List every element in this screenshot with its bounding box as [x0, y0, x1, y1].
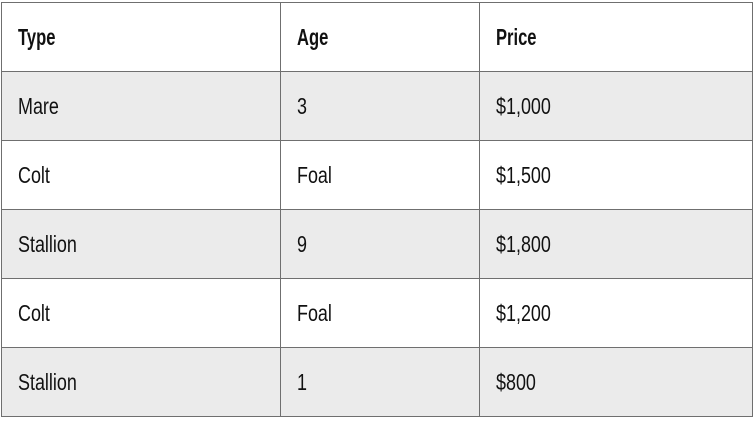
cell-price: $800: [479, 347, 753, 417]
cell-type: Stallion: [1, 347, 281, 417]
table-header-row: Type Age Price: [1, 2, 753, 72]
cell-type: Mare: [1, 71, 281, 141]
cell-type: Stallion: [1, 209, 281, 279]
header-price: Price: [479, 2, 753, 72]
header-type: Type: [1, 2, 281, 72]
table-row: Colt Foal $1,200: [1, 278, 753, 348]
cell-age: 1: [280, 347, 480, 417]
table-row: Mare 3 $1,000: [1, 71, 753, 141]
cell-age: 3: [280, 71, 480, 141]
cell-price: $1,200: [479, 278, 753, 348]
cell-age: 9: [280, 209, 480, 279]
cell-price: $1,500: [479, 140, 753, 210]
cell-price: $1,000: [479, 71, 753, 141]
cell-type: Colt: [1, 140, 281, 210]
cell-price: $1,800: [479, 209, 753, 279]
cell-type: Colt: [1, 278, 281, 348]
cell-age: Foal: [280, 278, 480, 348]
header-age: Age: [280, 2, 480, 72]
horse-price-table: Type Age Price Mare 3 $1,000 Colt Foal $1,500…: [1, 2, 753, 417]
table-row: Stallion 1 $800: [1, 347, 753, 417]
cell-age: Foal: [280, 140, 480, 210]
table-row: Colt Foal $1,500: [1, 140, 753, 210]
table-row: Stallion 9 $1,800: [1, 209, 753, 279]
